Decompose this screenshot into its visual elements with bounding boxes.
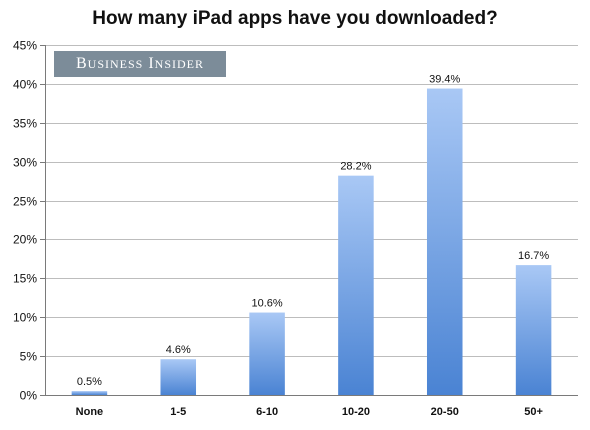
data-label: 39.4% [429,74,460,86]
x-tick-label: 1-5 [170,406,186,418]
axes [40,45,578,396]
x-tick-label: 20-50 [431,406,459,418]
bar-1-5 [160,359,197,395]
y-tick-label: 5% [20,350,38,364]
labels: 0% 5% 10% 15% 20% 25% 30% 35% 40% 45% 0.5% None 4.6%… [13,39,549,419]
x-tick-label: 6-10 [256,406,278,418]
y-tick-label: 0% [20,389,38,403]
y-tick-label: 15% [13,272,37,286]
y-tick-label: 35% [13,117,37,131]
bars [71,88,552,396]
data-label: 4.6% [166,344,191,356]
y-tick-label: 10% [13,311,37,325]
y-tick-label: 30% [13,156,37,170]
y-tick-label: 25% [13,195,37,209]
y-tick-label: 20% [13,233,37,247]
data-label: 10.6% [251,298,282,310]
bar-10-20 [338,175,374,395]
data-label: 16.7% [518,250,549,262]
chart-title: How many iPad apps have you downloaded? [92,8,498,29]
bar-20-50 [426,88,463,396]
x-tick-label: 50+ [524,406,543,418]
bar-none [71,391,108,395]
y-tick-label: 45% [13,39,37,53]
y-tick-label: 40% [13,78,37,92]
business-insider-logo: BUSINESS INSIDER [54,51,226,77]
bar-50- [515,265,552,395]
data-label: 28.2% [340,161,371,173]
x-tick-label: None [76,406,104,418]
gridlines [45,45,578,396]
bar-6-10 [249,312,285,395]
data-label: 0.5% [77,376,102,388]
x-tick-label: 10-20 [342,406,370,418]
